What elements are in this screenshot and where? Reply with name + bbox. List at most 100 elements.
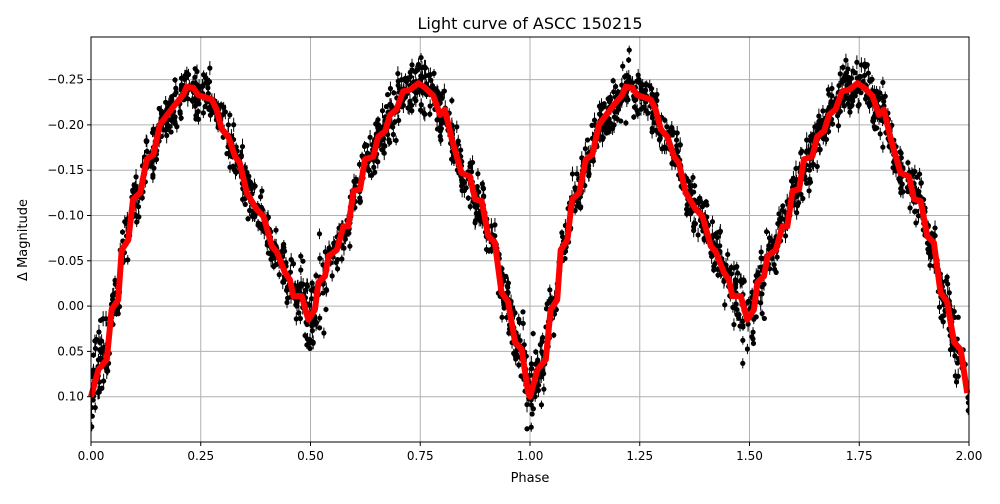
data-point	[172, 77, 178, 83]
data-point	[163, 99, 169, 105]
data-point	[687, 183, 693, 189]
data-point	[192, 103, 198, 109]
data-point	[965, 407, 969, 414]
data-point	[877, 131, 883, 137]
data-point	[809, 162, 816, 168]
data-point	[200, 83, 206, 89]
data-point	[574, 171, 580, 177]
data-point	[300, 258, 306, 264]
data-point	[753, 314, 759, 320]
data-point	[166, 124, 172, 130]
data-point	[520, 309, 526, 315]
data-point	[538, 402, 545, 408]
data-point	[845, 101, 851, 107]
data-point	[936, 304, 943, 310]
data-point	[99, 338, 105, 344]
data-point	[829, 93, 835, 99]
data-point	[409, 102, 415, 108]
data-point	[766, 243, 772, 249]
data-point	[300, 281, 306, 287]
data-point	[385, 92, 391, 98]
data-point	[395, 78, 401, 84]
data-point	[623, 79, 629, 86]
data-point	[591, 117, 598, 123]
data-point	[371, 164, 377, 170]
data-point	[169, 96, 175, 103]
data-point	[634, 78, 640, 84]
data-point	[927, 262, 933, 269]
data-point	[816, 118, 822, 124]
data-point	[334, 257, 341, 263]
data-point	[932, 225, 938, 231]
data-point	[119, 229, 126, 235]
data-point	[559, 230, 565, 236]
data-point	[418, 54, 424, 61]
data-point	[669, 125, 675, 131]
data-point	[427, 103, 433, 109]
data-point	[95, 390, 101, 396]
data-point	[684, 211, 690, 217]
data-point	[907, 205, 913, 211]
x-axis-label: Phase	[511, 471, 550, 486]
data-point	[575, 200, 582, 206]
y-axis-label: Δ Magnitude	[16, 199, 31, 281]
data-point	[871, 124, 877, 130]
data-point	[534, 359, 541, 365]
data-point	[803, 149, 810, 155]
data-point	[541, 386, 547, 392]
y-tick-label: 0.10	[57, 390, 84, 404]
data-point	[192, 97, 198, 103]
data-point	[916, 171, 923, 177]
data-point	[449, 97, 455, 104]
data-point	[528, 424, 534, 430]
data-point	[379, 147, 385, 153]
data-point	[704, 202, 710, 208]
data-point	[393, 137, 399, 144]
data-point	[298, 253, 304, 259]
data-point	[840, 64, 846, 70]
data-point	[293, 302, 299, 308]
data-point	[880, 79, 886, 86]
data-point	[207, 65, 213, 71]
data-point	[467, 203, 473, 210]
data-point	[854, 59, 860, 65]
data-point	[375, 122, 382, 128]
data-point	[409, 67, 415, 73]
data-point	[101, 378, 107, 384]
data-point	[233, 169, 240, 175]
data-point	[92, 404, 98, 411]
data-point	[584, 137, 591, 143]
data-point	[91, 404, 95, 411]
data-point	[965, 394, 969, 401]
data-point	[684, 202, 690, 208]
data-point	[323, 306, 329, 313]
data-point	[868, 77, 874, 84]
data-point	[309, 280, 315, 286]
data-point	[826, 104, 832, 110]
data-point	[725, 251, 731, 258]
x-tick-label: 1.75	[846, 449, 873, 463]
data-point	[577, 205, 584, 211]
data-point	[96, 329, 102, 335]
data-point	[806, 188, 812, 194]
data-point	[177, 110, 183, 117]
data-point	[913, 208, 919, 214]
data-point	[624, 94, 630, 100]
data-point	[915, 213, 922, 219]
data-point	[304, 321, 310, 328]
data-point	[250, 211, 256, 218]
data-point	[613, 83, 619, 90]
data-point	[820, 108, 826, 114]
data-point	[334, 266, 341, 272]
data-point	[427, 71, 433, 78]
data-point	[422, 65, 429, 71]
data-point	[776, 211, 782, 217]
data-point	[501, 305, 507, 311]
data-point	[259, 188, 265, 194]
data-point	[654, 91, 660, 98]
data-point	[734, 312, 740, 318]
data-point	[731, 321, 737, 328]
data-point	[629, 80, 636, 86]
data-point	[589, 122, 595, 128]
data-point	[390, 124, 396, 130]
